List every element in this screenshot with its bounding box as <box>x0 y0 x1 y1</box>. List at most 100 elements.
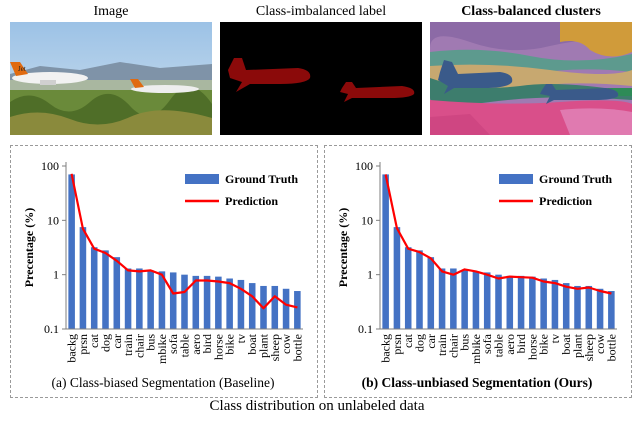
x-tick-label: prsn <box>390 334 404 355</box>
bar-prsn <box>79 227 87 329</box>
airplane-mask-left <box>228 58 311 92</box>
label-panel-title: Class-imbalanced label <box>255 4 387 19</box>
x-tick-label: bus <box>458 334 472 351</box>
x-tick-label: car <box>424 334 438 349</box>
cluster-airplane-right <box>540 84 619 104</box>
x-tick-label: train <box>121 334 135 356</box>
chart-panel-baseline: 100 10 1 0.1 Precentage (%) backg prsn cat dog ca… <box>10 145 318 398</box>
bar-dog <box>102 250 109 329</box>
x-tick-label: sheep <box>582 334 596 361</box>
legend-ground-truth-swatch <box>499 174 533 184</box>
bar-aero <box>192 275 200 329</box>
clusters-panel-title: Class-balanced clusters <box>461 4 601 19</box>
airplane-mask-right <box>340 82 415 102</box>
x-tick-label: cow <box>279 334 293 354</box>
chart-baseline: 100 10 1 0.1 Precentage (%) backgprsncatdogca… <box>22 159 304 390</box>
bar-dog <box>416 250 423 329</box>
airplane-left <box>10 62 88 85</box>
legend-prediction-label: Prediction <box>225 194 278 208</box>
x-tick-label: aero <box>189 334 203 355</box>
bar-bus <box>147 270 154 329</box>
bar-train <box>124 268 132 329</box>
x-tick-label: dog <box>99 334 113 352</box>
y-tick-label: 100 <box>41 159 59 173</box>
x-tick-label: aero <box>503 334 517 355</box>
bar-chair <box>136 268 143 329</box>
x-tick-label: table <box>492 334 506 357</box>
bar-aero <box>506 275 514 329</box>
x-tick-label: bike <box>223 334 237 355</box>
bar-sofa <box>483 272 491 329</box>
chart-caption: (a) Class-biased Segmentation (Baseline) <box>51 375 274 390</box>
bar-bike <box>226 278 233 329</box>
x-tick-label: boat <box>559 333 573 354</box>
x-tick-label: tv <box>234 334 248 343</box>
x-tick-label: sofa <box>166 333 180 354</box>
bar-bottle <box>608 291 615 329</box>
bar-horse <box>529 276 536 329</box>
y-tick-label: 1 <box>53 268 59 282</box>
bar-car <box>427 257 435 329</box>
airplane-right <box>130 79 199 93</box>
x-tick-label: mbike <box>469 334 483 364</box>
bar-car <box>113 257 121 329</box>
bar-mbike <box>158 271 166 329</box>
chart-caption: (b) Class-unbiased Segmentation (Ours) <box>362 375 593 390</box>
bar-cat <box>90 247 98 329</box>
x-tick-label: car <box>110 334 124 349</box>
x-tick-label: tv <box>548 334 562 343</box>
x-tick-label: plant <box>571 333 585 358</box>
x-tick-label: bird <box>200 334 214 353</box>
x-tick-label: backg <box>379 334 393 363</box>
bar-backg <box>68 174 75 329</box>
x-tick-label: backg <box>65 334 79 363</box>
bar-sheep <box>271 285 279 329</box>
x-tick-label: plant <box>257 333 271 358</box>
image-panel-title: Image <box>93 4 129 19</box>
bar-bottle <box>294 291 301 329</box>
bar-cow <box>596 288 604 329</box>
bar-tv <box>237 279 245 329</box>
bar-chair <box>450 268 457 329</box>
legend-ground-truth-swatch <box>185 174 219 184</box>
bar-backg <box>382 174 389 329</box>
y-axis-label: Precentage (%) <box>336 208 350 287</box>
bar-tv <box>551 279 559 329</box>
x-tick-label: sheep <box>268 334 282 361</box>
x-tick-label: horse <box>211 334 225 360</box>
x-tick-label: chair <box>132 334 146 358</box>
y-tick-label: 10 <box>47 213 59 227</box>
x-tick-label: prsn <box>76 334 90 355</box>
airport-photo: Jet <box>10 22 212 135</box>
y-axis-label: Precentage (%) <box>22 208 36 287</box>
x-tick-label: cat <box>87 333 101 348</box>
x-tick-label: train <box>435 334 449 356</box>
bar-bike <box>540 278 547 329</box>
x-tick-label: bird <box>514 334 528 353</box>
legend-prediction-label: Prediction <box>539 194 592 208</box>
y-tick-label: 100 <box>355 159 373 173</box>
x-tick-label: table <box>178 334 192 357</box>
cluster-airplane-left <box>438 60 513 94</box>
bar-sheep <box>585 285 593 329</box>
bar-cat <box>404 247 412 329</box>
bar-sofa <box>169 272 177 329</box>
x-tick-label: bus <box>144 334 158 351</box>
bar-prsn <box>393 227 401 329</box>
x-tick-label: cow <box>593 334 607 354</box>
x-tick-label: mbike <box>155 334 169 364</box>
figure-caption: Class distribution on unlabeled data <box>209 398 425 414</box>
legend-ground-truth-label: Ground Truth <box>539 172 612 186</box>
bar-bird <box>517 275 525 329</box>
bar-bus <box>461 270 468 329</box>
jet-logo-text: Jet <box>18 65 26 73</box>
x-tick-label: chair <box>446 334 460 358</box>
x-tick-label: dog <box>413 334 427 352</box>
y-tick-label: 0.1 <box>358 322 373 336</box>
bar-mbike <box>472 271 480 329</box>
bar-boat <box>248 283 256 329</box>
x-tick-label: sofa <box>480 333 494 354</box>
chart-panel-ours: 100 10 1 0.1 Precentage (%) backg prsn cat dog ca… <box>324 145 632 398</box>
chart-ours: 100 10 1 0.1 Precentage (%) backgprsncatdogca… <box>336 159 618 390</box>
x-tick-label: horse <box>525 334 539 360</box>
